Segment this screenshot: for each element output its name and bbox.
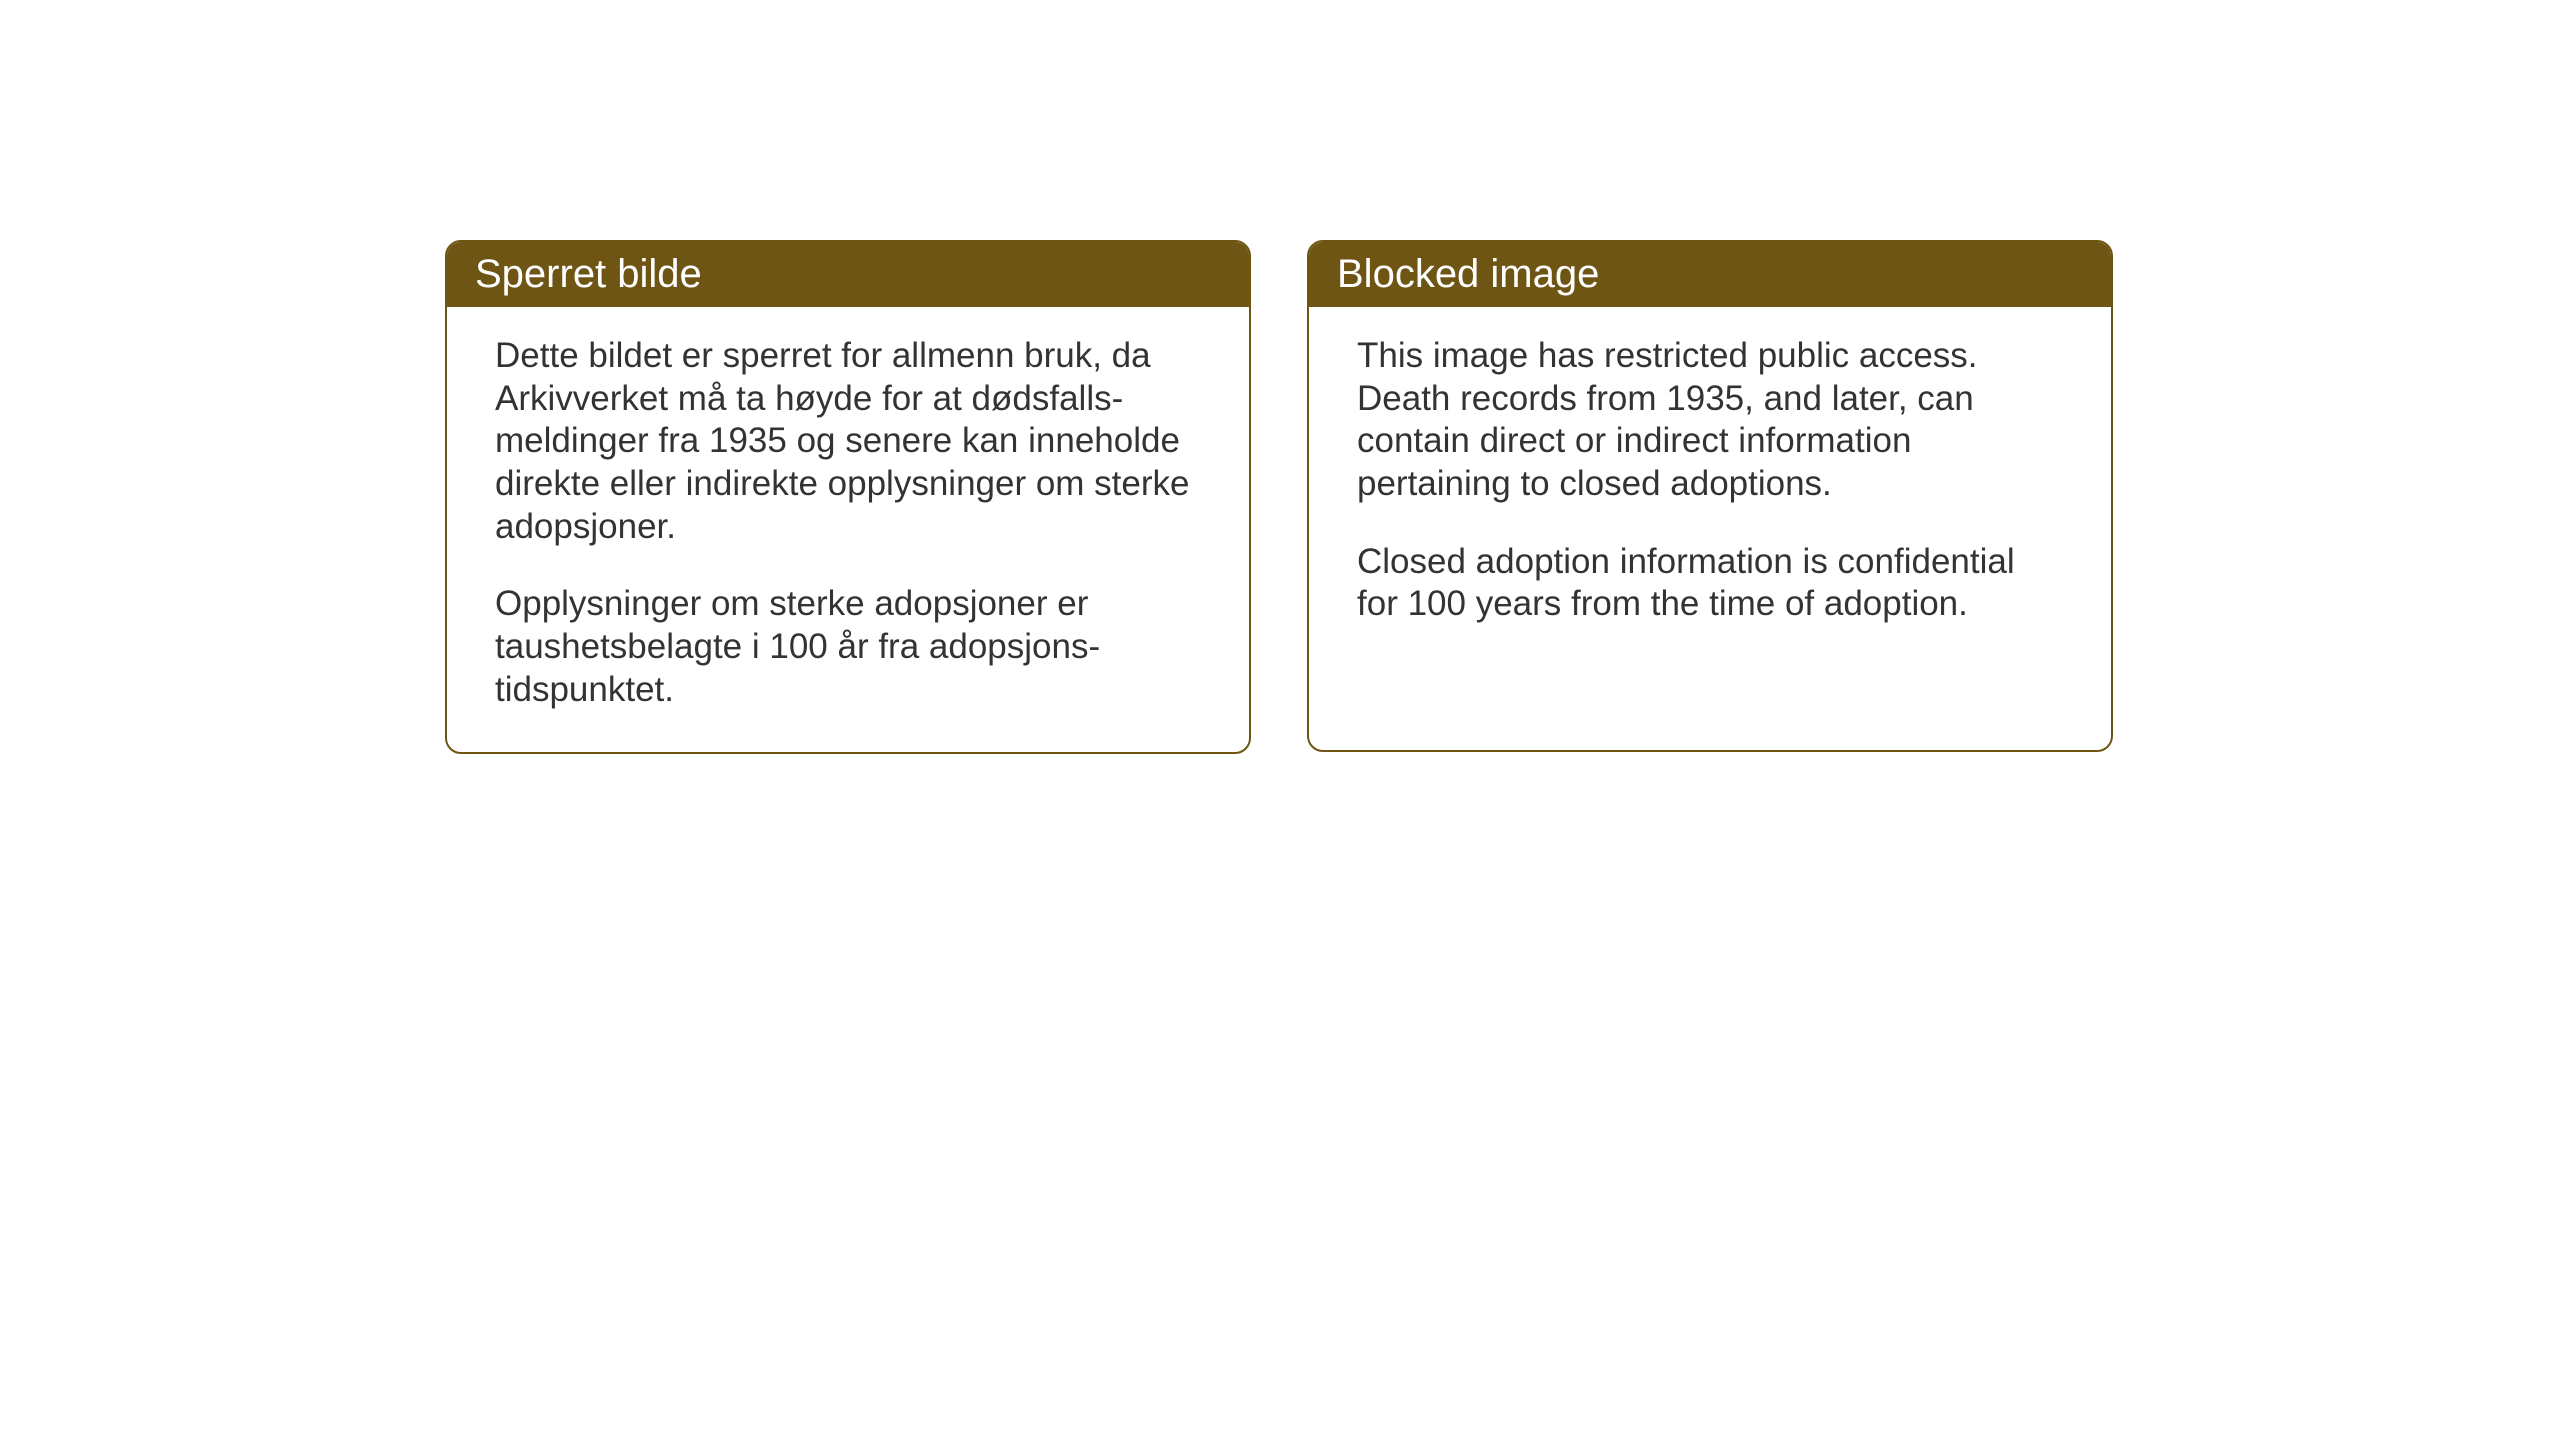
card-title-norwegian: Sperret bilde [475,252,702,296]
card-paragraph-1-english: This image has restricted public access.… [1357,335,2063,506]
card-body-english: This image has restricted public access.… [1309,307,2111,666]
notice-container: Sperret bilde Dette bildet er sperret fo… [445,240,2113,754]
card-title-english: Blocked image [1337,252,1599,296]
card-header-english: Blocked image [1309,242,2111,307]
card-paragraph-1-norwegian: Dette bildet er sperret for allmenn bruk… [495,335,1201,548]
notice-card-english: Blocked image This image has restricted … [1307,240,2113,752]
card-paragraph-2-norwegian: Opplysninger om sterke adopsjoner er tau… [495,583,1201,711]
card-body-norwegian: Dette bildet er sperret for allmenn bruk… [447,307,1249,752]
notice-card-norwegian: Sperret bilde Dette bildet er sperret fo… [445,240,1251,754]
card-paragraph-2-english: Closed adoption information is confident… [1357,541,2063,626]
card-header-norwegian: Sperret bilde [447,242,1249,307]
